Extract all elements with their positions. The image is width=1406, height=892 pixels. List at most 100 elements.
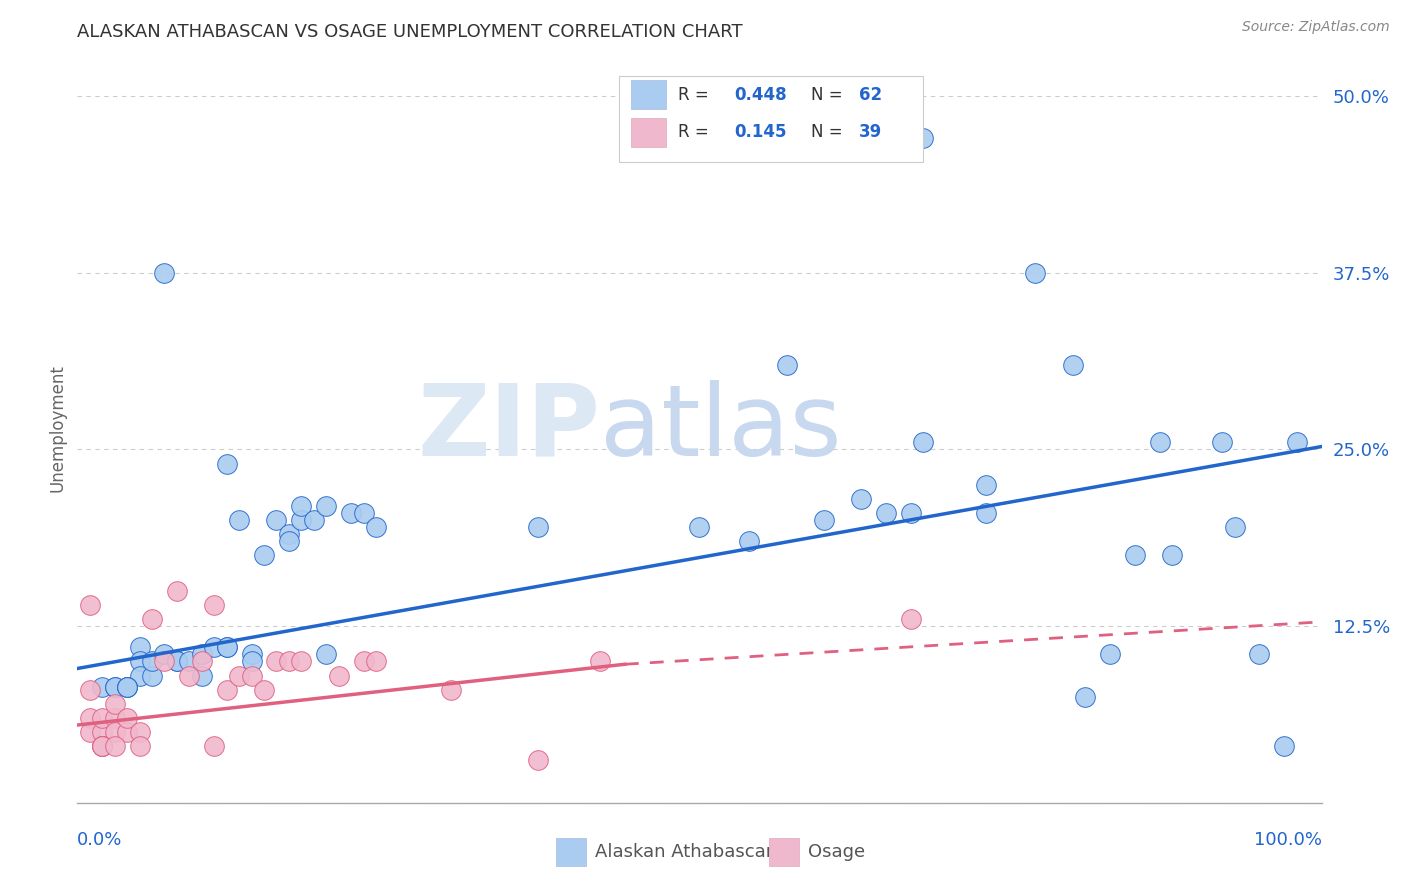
Point — [1024, 266, 1046, 280]
Point — [353, 655, 375, 669]
Text: N =: N = — [811, 86, 848, 103]
Point — [104, 711, 127, 725]
Text: 100.0%: 100.0% — [1254, 831, 1322, 849]
Point — [974, 506, 997, 520]
Point — [900, 612, 922, 626]
Point — [104, 739, 127, 754]
Bar — [631, 118, 666, 146]
Point — [1074, 690, 1097, 704]
Text: R =: R = — [678, 86, 714, 103]
Point — [166, 655, 188, 669]
Text: Alaskan Athabascans: Alaskan Athabascans — [595, 843, 786, 862]
Point — [1249, 648, 1271, 662]
Point — [115, 711, 138, 725]
Point — [364, 520, 387, 534]
Point — [191, 668, 214, 682]
Point — [91, 739, 114, 754]
Point — [104, 697, 127, 711]
Point — [290, 513, 312, 527]
Point — [1161, 549, 1184, 563]
Point — [290, 655, 312, 669]
Point — [900, 506, 922, 520]
Point — [191, 648, 214, 662]
Point — [1062, 358, 1084, 372]
Point — [912, 131, 935, 145]
Point — [91, 739, 114, 754]
Point — [115, 680, 138, 694]
Point — [179, 668, 201, 682]
Point — [738, 534, 761, 549]
Text: R =: R = — [678, 123, 714, 142]
Point — [253, 549, 276, 563]
Text: 62: 62 — [859, 86, 882, 103]
Point — [240, 668, 263, 682]
Point — [215, 457, 238, 471]
Point — [439, 682, 461, 697]
Point — [215, 682, 238, 697]
Text: ALASKAN ATHABASCAN VS OSAGE UNEMPLOYMENT CORRELATION CHART: ALASKAN ATHABASCAN VS OSAGE UNEMPLOYMENT… — [77, 23, 742, 41]
Point — [1285, 435, 1308, 450]
Point — [974, 477, 997, 491]
FancyBboxPatch shape — [619, 76, 924, 162]
Point — [115, 680, 138, 694]
Point — [91, 680, 114, 694]
Point — [315, 499, 337, 513]
Text: ZIP: ZIP — [418, 380, 600, 476]
Point — [689, 520, 711, 534]
Text: atlas: atlas — [600, 380, 842, 476]
Point — [128, 725, 150, 739]
Point — [91, 711, 114, 725]
Point — [166, 655, 188, 669]
Point — [315, 648, 337, 662]
Point — [266, 513, 288, 527]
Point — [526, 753, 548, 767]
Point — [141, 612, 163, 626]
Point — [91, 725, 114, 739]
Point — [851, 491, 873, 506]
Text: 39: 39 — [859, 123, 882, 142]
Point — [240, 655, 263, 669]
Point — [141, 655, 163, 669]
Point — [91, 739, 114, 754]
Point — [79, 598, 101, 612]
Point — [1099, 648, 1122, 662]
Point — [1272, 739, 1295, 754]
Point — [115, 680, 138, 694]
Point — [128, 739, 150, 754]
Point — [912, 435, 935, 450]
Point — [277, 527, 299, 541]
Point — [838, 89, 860, 103]
Point — [153, 655, 176, 669]
Text: N =: N = — [811, 123, 848, 142]
Y-axis label: Unemployment: Unemployment — [48, 364, 66, 492]
Point — [1223, 520, 1246, 534]
Point — [141, 668, 163, 682]
Point — [277, 655, 299, 669]
Point — [153, 266, 176, 280]
Point — [813, 513, 835, 527]
Point — [166, 583, 188, 598]
Point — [253, 682, 276, 697]
Point — [240, 648, 263, 662]
Point — [215, 640, 238, 655]
Point — [202, 640, 225, 655]
Point — [179, 655, 201, 669]
Point — [290, 499, 312, 513]
Bar — [557, 838, 586, 866]
Point — [1123, 549, 1146, 563]
Point — [1149, 435, 1171, 450]
Point — [353, 506, 375, 520]
Point — [364, 655, 387, 669]
Point — [153, 648, 176, 662]
Point — [115, 725, 138, 739]
Point — [340, 506, 363, 520]
Point — [266, 655, 288, 669]
Point — [775, 358, 797, 372]
Point — [191, 655, 214, 669]
Point — [589, 655, 612, 669]
Point — [79, 711, 101, 725]
Text: 0.448: 0.448 — [734, 86, 787, 103]
Text: Osage: Osage — [807, 843, 865, 862]
Point — [215, 640, 238, 655]
Point — [1211, 435, 1233, 450]
